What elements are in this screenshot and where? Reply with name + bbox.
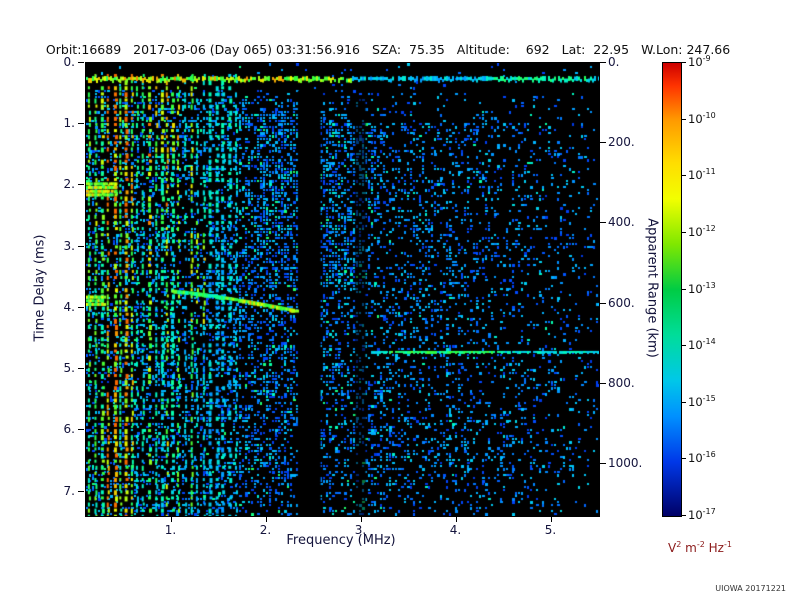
lat-label: Lat: 22.95	[561, 42, 630, 57]
y2-tick	[600, 302, 606, 304]
colorbar-tick	[682, 401, 686, 403]
y2-tick-label: 600.	[608, 295, 635, 310]
y2-tick-label: 0.	[608, 55, 620, 69]
y2-tick	[600, 462, 606, 464]
credit-label: UIOWA 20171221	[715, 584, 786, 593]
y2-tick	[600, 62, 606, 63]
y-tick	[78, 184, 84, 186]
y2-tick-label: 800.	[608, 375, 635, 390]
y2-tick-label: 1000.	[608, 455, 643, 470]
colorbar-tick-label: 10-14	[688, 337, 716, 352]
x-tick-label: 4.	[449, 523, 462, 537]
x-tick-label: 2.	[259, 523, 272, 537]
y-tick	[78, 62, 84, 63]
y2-tick	[600, 142, 606, 144]
x-tick	[360, 517, 362, 522]
y-tick	[78, 429, 84, 431]
colorbar-tick-label: 10-17	[688, 507, 716, 522]
colorbar-gradient	[662, 62, 682, 517]
x-axis-title: Frequency (MHz)	[286, 533, 396, 548]
y-tick	[78, 123, 84, 125]
orbit-label: Orbit:16689	[45, 42, 122, 57]
y-tick-label: 0.	[63, 55, 75, 69]
y2-tick-label: 200.	[608, 135, 635, 150]
colorbar-tick-label: 10-15	[688, 393, 716, 409]
wlon-label: W.Lon: 247.66	[641, 42, 731, 57]
y-tick-label: 4.	[63, 299, 75, 314]
y-tick-label: 7.	[63, 483, 75, 498]
y-tick	[78, 368, 84, 370]
y2-tick	[600, 222, 606, 224]
x-tick	[265, 517, 267, 522]
y-tick-label: 2.	[63, 177, 75, 192]
colorbar-tick	[682, 345, 686, 347]
colorbar-tick	[682, 458, 686, 460]
x-tick	[170, 517, 172, 522]
x-tick-label: 1.	[164, 523, 177, 537]
altitude-label: Altitude: 692	[456, 42, 550, 57]
x-tick-label: 5.	[544, 523, 557, 537]
colorbar-tick-label: 10-12	[688, 223, 716, 239]
header-info: Orbit:16689 2017-03-06 (Day 065) 03:31:56…	[30, 27, 742, 72]
y-tick	[78, 245, 84, 247]
colorbar-tick	[682, 118, 686, 120]
y-tick	[78, 306, 84, 308]
colorbar-unit-label: V2 m-2 Hz-1	[668, 540, 732, 555]
colorbar-tick-label: 10-11	[688, 167, 716, 183]
x-tick	[455, 517, 457, 522]
colorbar-tick	[682, 175, 686, 177]
colorbar-tick-label: 10-16	[688, 450, 716, 466]
y2-tick-label: 400.	[608, 215, 635, 230]
ionogram-spectrogram-canvas	[86, 63, 599, 516]
colorbar-tick-label: 10-10	[688, 110, 716, 126]
colorbar-tick	[682, 515, 686, 516]
colorbar-tick-label: 10-9	[688, 54, 711, 69]
plot-area	[85, 62, 600, 517]
y-tick	[78, 490, 84, 492]
x-tick	[550, 517, 552, 522]
colorbar-tick	[682, 288, 686, 290]
colorbar-tick	[682, 231, 686, 233]
x-tick-label: 3.	[354, 523, 367, 537]
colorbar-tick-label: 10-13	[688, 280, 716, 296]
y2-axis-title: Apparent Range (km)	[644, 218, 660, 358]
y-tick-label: 6.	[63, 422, 75, 437]
sza-label: SZA: 75.35	[372, 42, 445, 57]
y-tick-label: 3.	[63, 238, 75, 253]
y-tick-label: 1.	[63, 116, 75, 131]
y-tick-label: 5.	[63, 361, 75, 376]
datetime-label: 2017-03-06 (Day 065) 03:31:56.916	[133, 42, 361, 57]
y2-tick	[600, 382, 606, 384]
colorbar-tick	[682, 62, 686, 63]
